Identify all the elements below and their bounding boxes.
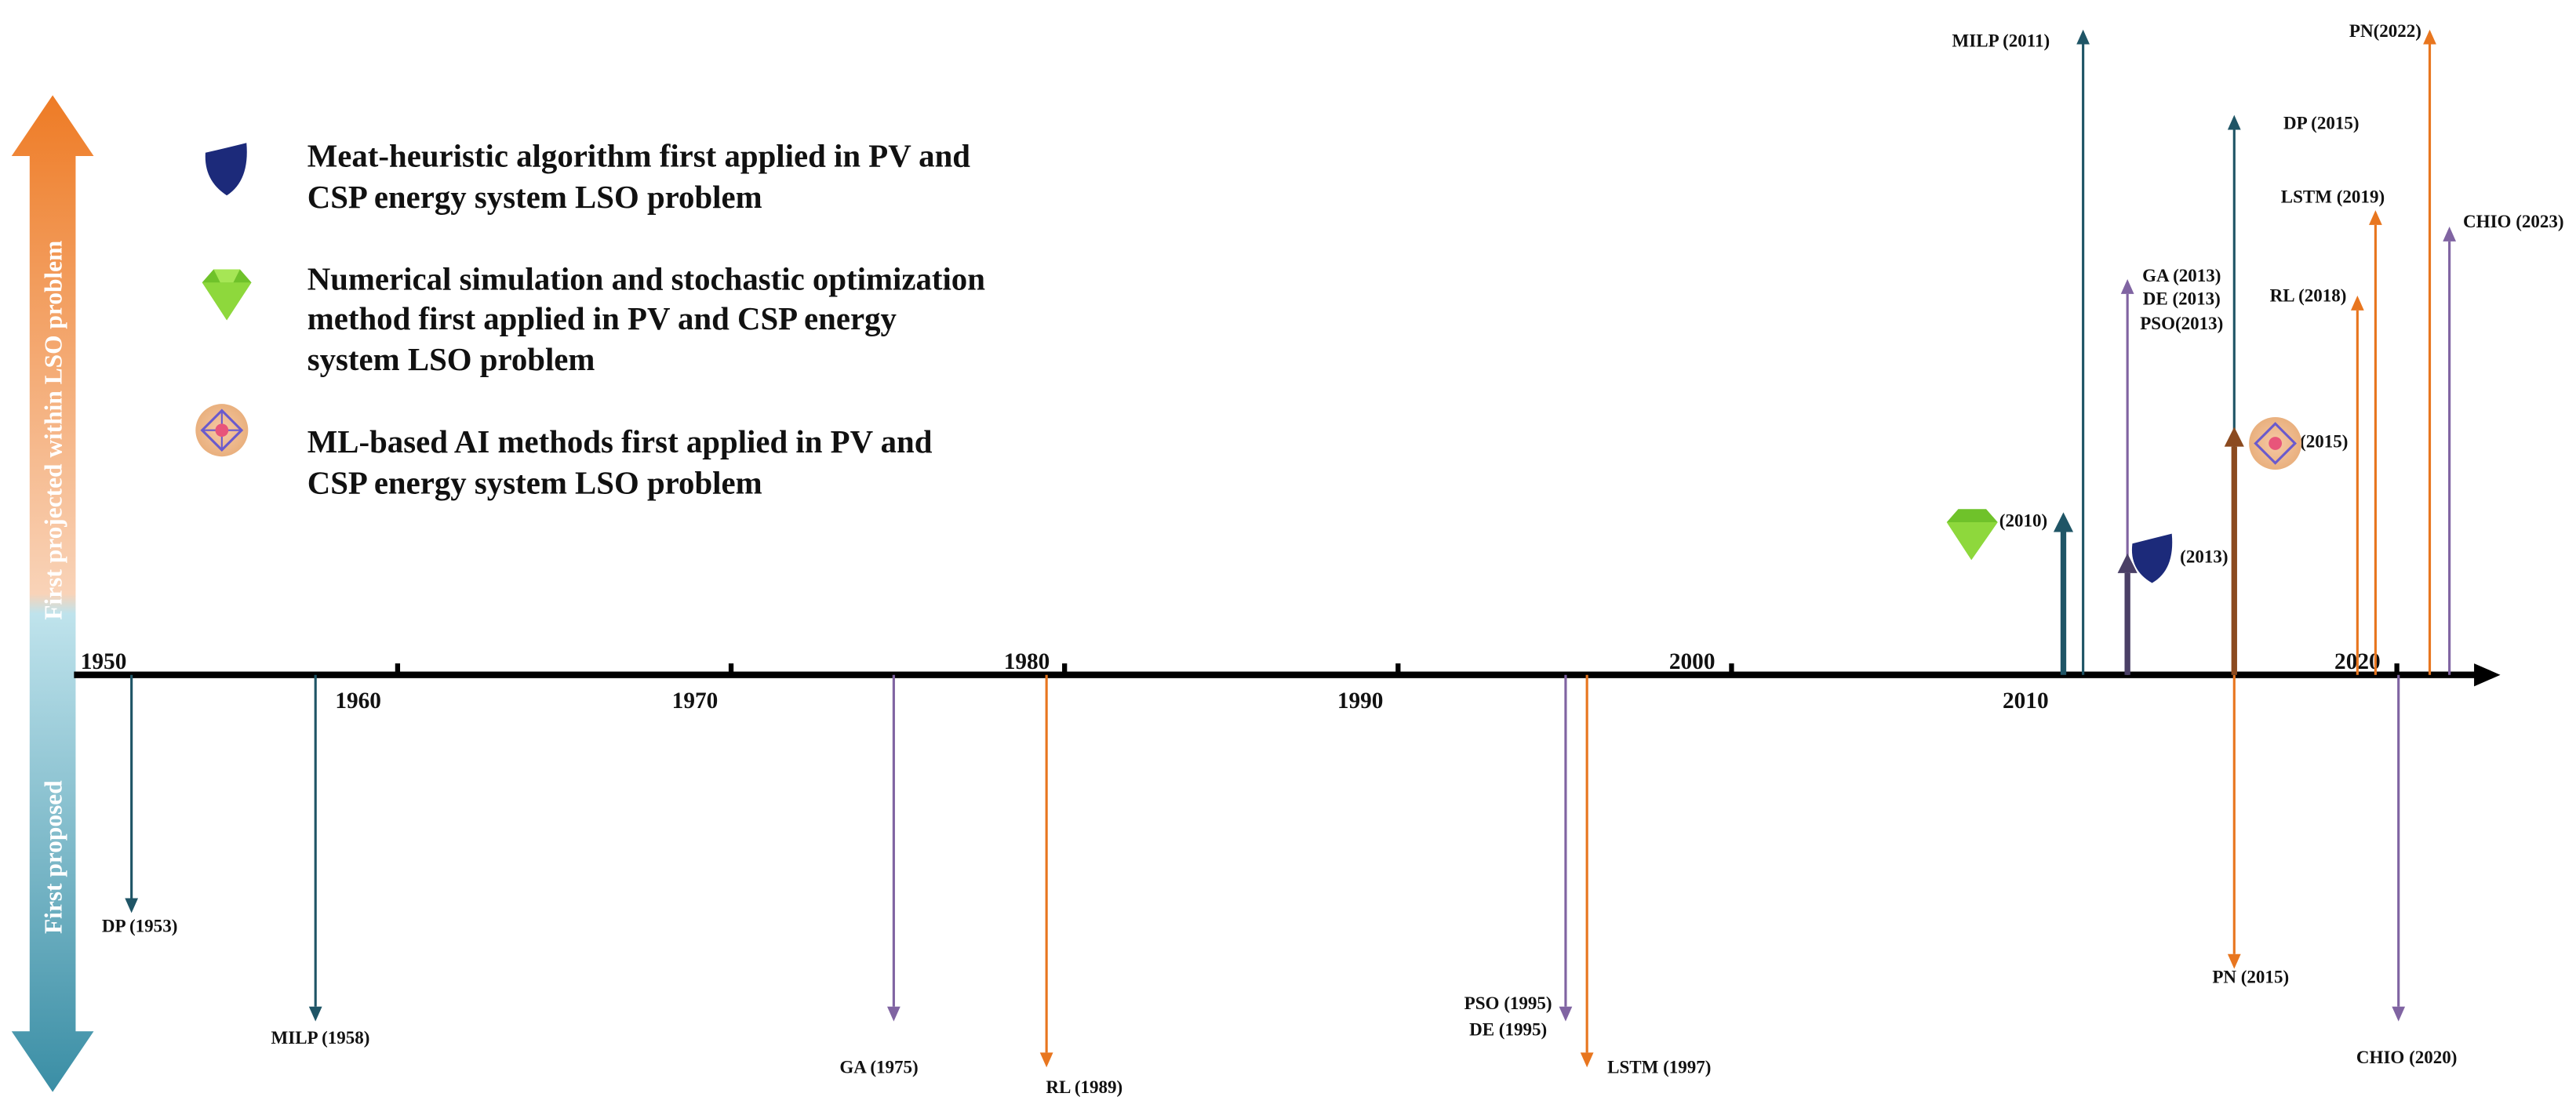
gem-icon: [1946, 509, 1998, 561]
arrow-head: [2369, 210, 2382, 225]
arrow-head: [2443, 227, 2457, 242]
legend-text: method first applied in PV and CSP energ…: [307, 301, 897, 336]
event-label: CHIO (2023): [2463, 211, 2563, 231]
gem-icon: [202, 269, 252, 321]
arrow-head: [2076, 29, 2090, 45]
side-label: First projected within LSO problem: [40, 241, 67, 620]
event-label: CHIO (2020): [2356, 1047, 2458, 1067]
arrow-head: [2224, 427, 2244, 447]
side-label: First proposed: [40, 780, 67, 934]
event-label: PN (2015): [2212, 966, 2289, 986]
event-label: GA (1975): [839, 1057, 918, 1077]
arrow-head: [1039, 1052, 1053, 1068]
legend-text: system LSO problem: [307, 342, 595, 377]
event-label: MILP (1958): [271, 1027, 370, 1048]
event-label: DE (2013): [2143, 289, 2221, 309]
legend-text: Meat-heuristic algorithm first applied i…: [307, 139, 971, 174]
event-label: GA (2013): [2142, 265, 2221, 285]
year-label: 1980: [1004, 649, 1050, 674]
event-label: MILP (2011): [1952, 31, 2050, 51]
arrow-head: [2053, 512, 2074, 532]
event-label: PSO (1995): [1464, 993, 1552, 1013]
events: DP (1953) MILP (1958) GA (1975) RL (1989) PS…: [102, 20, 2564, 1097]
shield-icon: [2131, 533, 2173, 583]
event-label: LSTM (2019): [2281, 187, 2385, 207]
year-label: 1950: [81, 649, 127, 674]
year-label: 2010: [2003, 688, 2049, 714]
arrow-head: [125, 898, 139, 913]
event-label: LSTM (1997): [1607, 1057, 1711, 1077]
arrow-head: [2117, 553, 2138, 573]
event-label: PSO(2013): [2140, 313, 2223, 333]
event-label: RL (2018): [2270, 285, 2347, 305]
event-label: DE (1995): [1469, 1019, 1547, 1039]
arrow-head: [2227, 114, 2241, 130]
event-label: (2010): [1999, 510, 2047, 530]
year-label: 1970: [672, 688, 719, 714]
arrow-head: [308, 1006, 322, 1022]
event-label: PN(2022): [2349, 20, 2421, 41]
event-label: DP (2015): [2283, 112, 2360, 133]
event-label: DP (1953): [102, 916, 178, 936]
arrow-head: [2120, 279, 2134, 294]
legend-text: CSP energy system LSO problem: [307, 465, 762, 500]
arrow-head: [1580, 1052, 1594, 1068]
arrow-head: [2227, 953, 2241, 969]
legend: Meat-heuristic algorithm first applied i…: [307, 139, 985, 501]
axis-arrow: [2474, 663, 2501, 687]
year-label: 1960: [335, 688, 381, 714]
arrow-head: [887, 1006, 901, 1022]
arrow-head: [2423, 29, 2436, 45]
arrow-head: [2350, 295, 2364, 311]
event-label: RL (1989): [1046, 1077, 1122, 1097]
event-label: (2015): [2300, 431, 2348, 452]
shield-icon: [205, 143, 247, 196]
arrow-head: [1559, 1006, 1573, 1022]
legend-text: Numerical simulation and stochastic opti…: [307, 262, 985, 297]
legend-text: CSP energy system LSO problem: [307, 180, 762, 215]
event-label: (2013): [2180, 546, 2228, 566]
legend-text: ML-based AI methods first applied in PV …: [307, 424, 933, 459]
ml-icon: [195, 404, 249, 457]
side-arrow: [11, 95, 94, 1092]
ml-icon: [2249, 416, 2302, 470]
year-label: 2000: [1669, 649, 1716, 674]
year-label: 1990: [1337, 688, 1384, 714]
arrow-head: [2392, 1006, 2406, 1022]
